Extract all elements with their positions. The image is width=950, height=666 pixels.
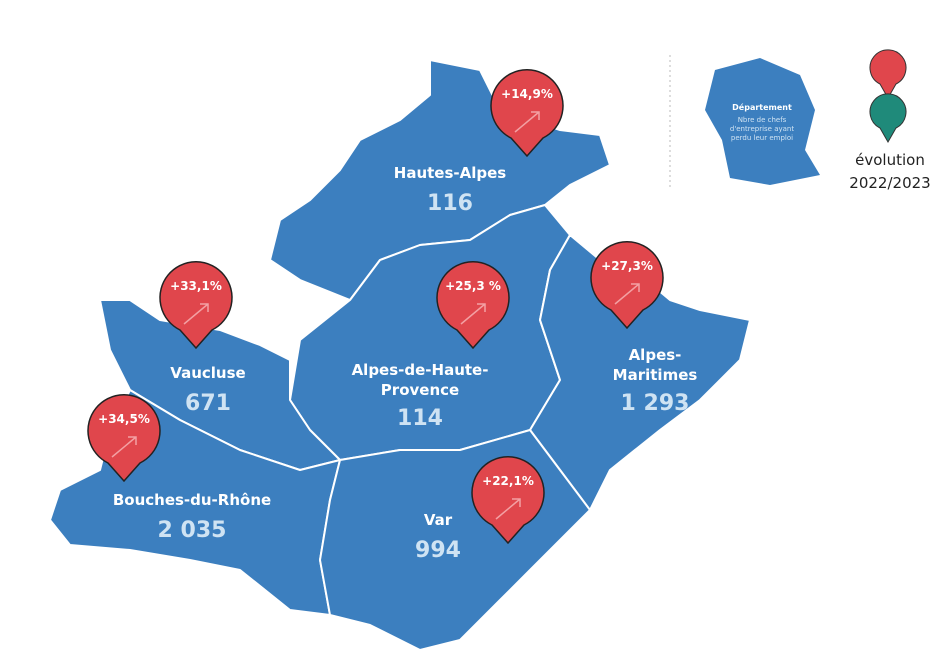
evolution-value: +14,9% xyxy=(501,87,553,101)
evolution-arrow xyxy=(614,283,640,305)
evolution-pin xyxy=(436,261,510,350)
evolution-pin xyxy=(590,241,664,330)
department-count: 2 035 xyxy=(158,518,227,543)
evolution-value: +22,1% xyxy=(482,474,534,488)
evolution-value: +27,3% xyxy=(601,259,653,273)
department-name: Var xyxy=(424,511,453,529)
department-count: 114 xyxy=(397,406,443,431)
department-count: 671 xyxy=(185,391,231,416)
legend-pin-teal xyxy=(869,93,907,144)
evolution-value: +25,3 % xyxy=(445,279,501,293)
department-count: 994 xyxy=(415,538,461,563)
department-label: Alpes-de-Haute-Provence 114 +25,3 % xyxy=(352,261,510,431)
department-label: Bouches-du-Rhône 2 035 +34,5% xyxy=(87,394,271,543)
legend-pins xyxy=(869,49,907,144)
evolution-arrow xyxy=(514,111,540,133)
legend-title: Département xyxy=(732,102,792,112)
department-name: Vaucluse xyxy=(170,364,245,382)
evolution-value: +33,1% xyxy=(170,279,222,293)
legend-evolution: évolution xyxy=(855,151,925,169)
evolution-pin xyxy=(87,394,161,483)
legend-map-shape xyxy=(705,58,820,185)
department-label: Alpes-Maritimes 1 293 +27,3% xyxy=(590,241,698,416)
department-name: Hautes-Alpes xyxy=(394,164,507,182)
department-label: Hautes-Alpes 116 +14,9% xyxy=(394,69,564,216)
legend-period: 2022/2023 xyxy=(849,174,930,192)
department-name: Alpes-Maritimes xyxy=(613,346,698,384)
evolution-arrow xyxy=(460,303,486,325)
department-name: Alpes-de-Haute-Provence xyxy=(352,361,489,399)
evolution-arrow xyxy=(183,303,209,325)
legend-pin-red xyxy=(869,49,907,100)
department-count: 1 293 xyxy=(621,391,690,416)
evolution-arrow xyxy=(111,436,137,458)
department-label: Var 994 +22,1% xyxy=(415,456,545,563)
department-name: Bouches-du-Rhône xyxy=(113,491,271,509)
department-label: Vaucluse 671 +33,1% xyxy=(159,261,246,416)
legend-description-box: Nbre de chefs d'entreprise ayant perdu l… xyxy=(729,116,795,142)
evolution-value: +34,5% xyxy=(98,412,150,426)
evolution-pin xyxy=(159,261,233,350)
evolution-pin xyxy=(471,456,545,545)
evolution-pin xyxy=(490,69,564,158)
department-count: 116 xyxy=(427,191,473,216)
evolution-arrow xyxy=(495,498,521,520)
legend-description: Nbre de chefs d'entreprise ayant perdu l… xyxy=(729,116,795,142)
